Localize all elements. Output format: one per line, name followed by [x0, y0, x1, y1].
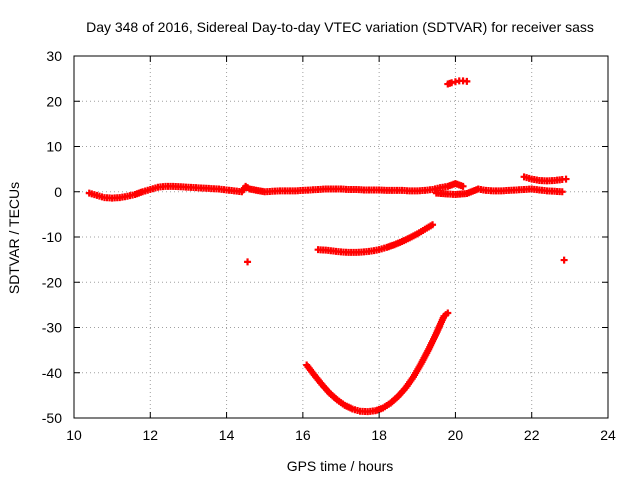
x-tick-label: 18 — [371, 427, 387, 443]
data-point — [444, 309, 452, 317]
x-axis-label: GPS time / hours — [287, 458, 394, 474]
y-tick-label: -20 — [42, 274, 62, 290]
x-tick-labels: 10 12 14 16 18 20 22 24 — [66, 427, 616, 443]
x-tick-label: 20 — [448, 427, 464, 443]
y-tick-labels: -50 -40 -30 -20 -10 0 10 20 30 — [42, 48, 62, 426]
data-point — [562, 175, 570, 183]
x-tick-label: 22 — [524, 427, 540, 443]
y-tick-label: 0 — [54, 184, 62, 200]
series-1 — [520, 173, 570, 185]
x-tick-label: 10 — [66, 427, 82, 443]
y-tick-label: 10 — [46, 139, 62, 155]
tick-marks — [73, 55, 609, 419]
data-point — [459, 182, 467, 190]
x-tick-label: 24 — [600, 427, 616, 443]
series-3 — [314, 221, 437, 256]
y-tick-label: -10 — [42, 229, 62, 245]
data-point — [244, 258, 252, 266]
x-tick-label: 16 — [295, 427, 311, 443]
data-points — [85, 77, 570, 416]
data-point — [558, 188, 566, 196]
series-4 — [303, 309, 452, 416]
data-point — [463, 77, 471, 85]
y-axis-label: SDTVAR / TECUs — [6, 182, 22, 294]
x-tick-label: 12 — [142, 427, 158, 443]
grid-lines — [74, 56, 608, 418]
y-tick-label: 20 — [46, 93, 62, 109]
y-tick-label: 30 — [46, 48, 62, 64]
x-tick-label: 14 — [219, 427, 235, 443]
chart-title: Day 348 of 2016, Sidereal Day-to-day VTE… — [86, 19, 594, 35]
data-point — [429, 221, 437, 229]
y-tick-label: -50 — [42, 410, 62, 426]
y-tick-label: -30 — [42, 320, 62, 336]
y-tick-label: -40 — [42, 365, 62, 381]
series-2 — [444, 77, 471, 88]
series-5 — [244, 256, 568, 266]
data-point — [560, 256, 568, 264]
series-0 — [85, 180, 566, 202]
